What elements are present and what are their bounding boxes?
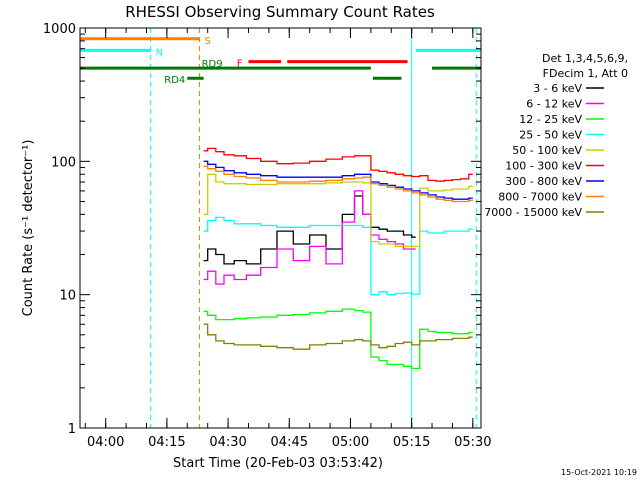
legend-label: 800 - 7000 keV	[498, 191, 582, 204]
y-tick-label: 10	[59, 289, 76, 304]
flag-bar-label: S	[205, 36, 211, 47]
series-line	[203, 165, 473, 203]
legend-label: 7000 - 15000 keV	[484, 206, 582, 219]
legend-label: 12 - 25 keV	[519, 113, 582, 126]
x-tick-label: 05:15	[393, 435, 430, 450]
flag-bar-label: F	[237, 59, 243, 70]
y-tick-label: 1	[68, 422, 76, 437]
series-line	[203, 308, 473, 370]
x-tick-label: 04:45	[271, 435, 308, 450]
x-tick-label: 04:30	[209, 435, 246, 450]
series-line	[203, 147, 473, 182]
x-tick-label: 05:30	[454, 435, 491, 450]
flag-bar-label: RD4	[164, 75, 185, 86]
legend-label: 50 - 100 keV	[512, 144, 582, 157]
plot-frame	[79, 27, 482, 429]
series-line	[203, 195, 416, 265]
legend-label: 100 - 300 keV	[505, 160, 582, 173]
x-tick-label: 05:00	[332, 435, 369, 450]
x-tick-label: 04:00	[87, 435, 124, 450]
y-tick-label: 100	[51, 155, 76, 170]
legend-label: 25 - 50 keV	[519, 129, 582, 142]
flag-bar-label: N	[156, 47, 163, 58]
chart-title: RHESSI Observing Summary Count Rates	[125, 3, 435, 21]
series-line	[203, 190, 416, 285]
plot-area: S N F RD9 RD4	[79, 28, 481, 428]
y-axis-label: Count Rate (s⁻¹ detector⁻¹)	[21, 140, 36, 317]
legend-header-line-1: Det 1,3,4,5,6,9,	[542, 52, 628, 65]
x-axis-label: Start Time (20-Feb-03 03:53:42)	[173, 456, 383, 471]
flag-bar-label: RD9	[202, 59, 223, 70]
x-tick-label: 04:15	[148, 435, 185, 450]
series-line	[203, 216, 473, 296]
series-line	[203, 323, 473, 350]
legend-label: 300 - 800 keV	[505, 175, 582, 188]
legend-label: 6 - 12 keV	[526, 98, 582, 111]
timestamp-label: 15-Oct-2021 10:19	[561, 468, 637, 477]
y-tick-label: 1000	[43, 22, 76, 37]
series-line	[203, 173, 473, 248]
legend: 3 - 6 keV 6 - 12 keV 12 - 25 keV 25 - 50 ke…	[484, 82, 604, 219]
legend-label: 3 - 6 keV	[533, 82, 582, 95]
legend-header-line-2: FDecim 1, Att 0	[543, 67, 628, 80]
